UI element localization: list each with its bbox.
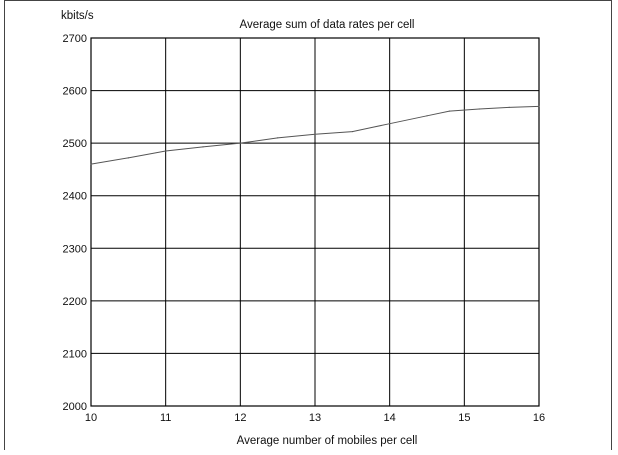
- y-tick-label: 2000: [63, 401, 87, 413]
- x-tick-label: 14: [384, 412, 396, 424]
- y-tick-label: 2500: [63, 138, 87, 150]
- y-tick-label: 2300: [63, 243, 87, 255]
- y-tick-label: 2100: [63, 348, 87, 360]
- y-tick-label: 2700: [63, 33, 87, 45]
- data-point: [239, 142, 241, 144]
- series-group: [90, 105, 540, 165]
- data-point: [90, 163, 92, 165]
- x-tick-label: 12: [234, 412, 246, 424]
- data-point: [426, 115, 428, 117]
- x-tick-label: 16: [533, 412, 545, 424]
- x-axis-label: Average number of mobiles per cell: [237, 435, 418, 447]
- y-tick-label: 2600: [63, 86, 87, 98]
- data-point: [277, 137, 279, 139]
- data-point: [351, 130, 353, 133]
- x-tick-label: 13: [309, 412, 321, 424]
- y-tick-label: 2200: [63, 296, 87, 308]
- data-point: [508, 106, 510, 108]
- x-tick-label: 15: [458, 412, 470, 424]
- data-point: [448, 110, 450, 112]
- y-tick-label: 2400: [63, 191, 87, 203]
- data-point: [478, 108, 480, 110]
- chart-title: Average sum of data rates per cell: [240, 19, 415, 31]
- data-point: [165, 150, 167, 152]
- data-point: [127, 157, 129, 159]
- data-point: [389, 123, 391, 125]
- data-point: [202, 146, 204, 148]
- data-point: [538, 105, 540, 107]
- y-tick-labels: 2000 2100 2200 2300 2400 2500 2600 2700: [63, 33, 87, 413]
- x-tick-label: 11: [160, 412, 171, 424]
- figure-frame: [4, 0, 612, 450]
- data-point: [314, 133, 316, 135]
- x-tick-label: 10: [85, 412, 97, 424]
- y-axis-label: kbits/s: [61, 10, 94, 22]
- x-tick-labels: 10 11 12 13 14 15 16: [85, 412, 545, 424]
- grid-lines: [90, 37, 540, 407]
- series-line-0: [90, 105, 540, 165]
